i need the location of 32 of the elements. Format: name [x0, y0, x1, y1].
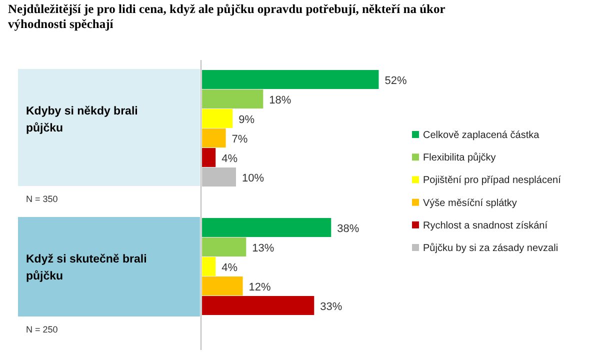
data-label: 10% [242, 172, 264, 184]
legend-label: Pojištění pro případ nesplácení [423, 175, 562, 186]
bar [202, 109, 233, 128]
data-label: 4% [222, 152, 238, 165]
data-label: 18% [269, 94, 292, 106]
y-tick-label: Kdyby si někdy brali půjčku [26, 106, 138, 134]
data-label: 38% [337, 222, 360, 235]
legend-label: Půjčku by si za zásady nevzali [423, 242, 558, 254]
y-tick-label: Když si skutečně brali půjčku [26, 254, 147, 282]
data-label: 13% [252, 242, 274, 254]
data-label: 12% [248, 281, 272, 294]
bar [202, 218, 332, 237]
bar [202, 90, 264, 108]
legend-label: Výše měsíční splátky [423, 198, 517, 209]
chart-title: Nejdůležitější je pro lidi cena, když ale půjčku opravdu potřebují, někteří na úkor výhodnosti spěchají [8, 2, 446, 31]
bar [202, 128, 226, 148]
legend-label: Celkově zaplacená částka [423, 130, 540, 141]
data-label: 7% [232, 133, 248, 146]
bar [202, 257, 216, 276]
data-label: 52% [384, 74, 407, 87]
data-label: 4% [222, 262, 238, 274]
data-label: 33% [320, 300, 342, 313]
legend-label: Flexibilita půjčky [423, 152, 496, 164]
bar [202, 238, 246, 256]
data-label: 9% [238, 114, 255, 126]
bar [202, 276, 243, 296]
bar [202, 70, 379, 89]
text: N = 350 [26, 194, 58, 204]
text: N = 250 [26, 324, 58, 334]
bar [202, 148, 216, 167]
legend-label: Rychlost a snadnost získání [423, 220, 548, 232]
bar [202, 296, 314, 315]
